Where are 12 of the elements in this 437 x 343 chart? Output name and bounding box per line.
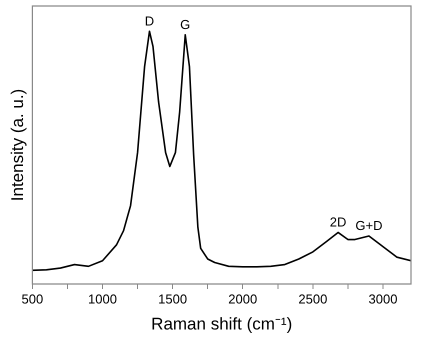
- annotation: G: [180, 16, 190, 32]
- annotation: G+D: [355, 218, 382, 234]
- x-axis-title: Raman shift (cm⁻¹): [151, 314, 292, 334]
- x-tick-label: 1000: [88, 291, 117, 306]
- x-tick-label: 2000: [228, 291, 258, 306]
- x-tick-label: 500: [22, 291, 44, 306]
- x-tick-label: 2500: [298, 291, 328, 306]
- y-axis-title: Intensity (a. u.): [8, 88, 27, 202]
- annotation: 2D: [330, 214, 346, 230]
- x-tick-label: 1500: [158, 291, 188, 306]
- x-tick-label: 3000: [368, 291, 398, 306]
- annotation: D: [144, 13, 154, 28]
